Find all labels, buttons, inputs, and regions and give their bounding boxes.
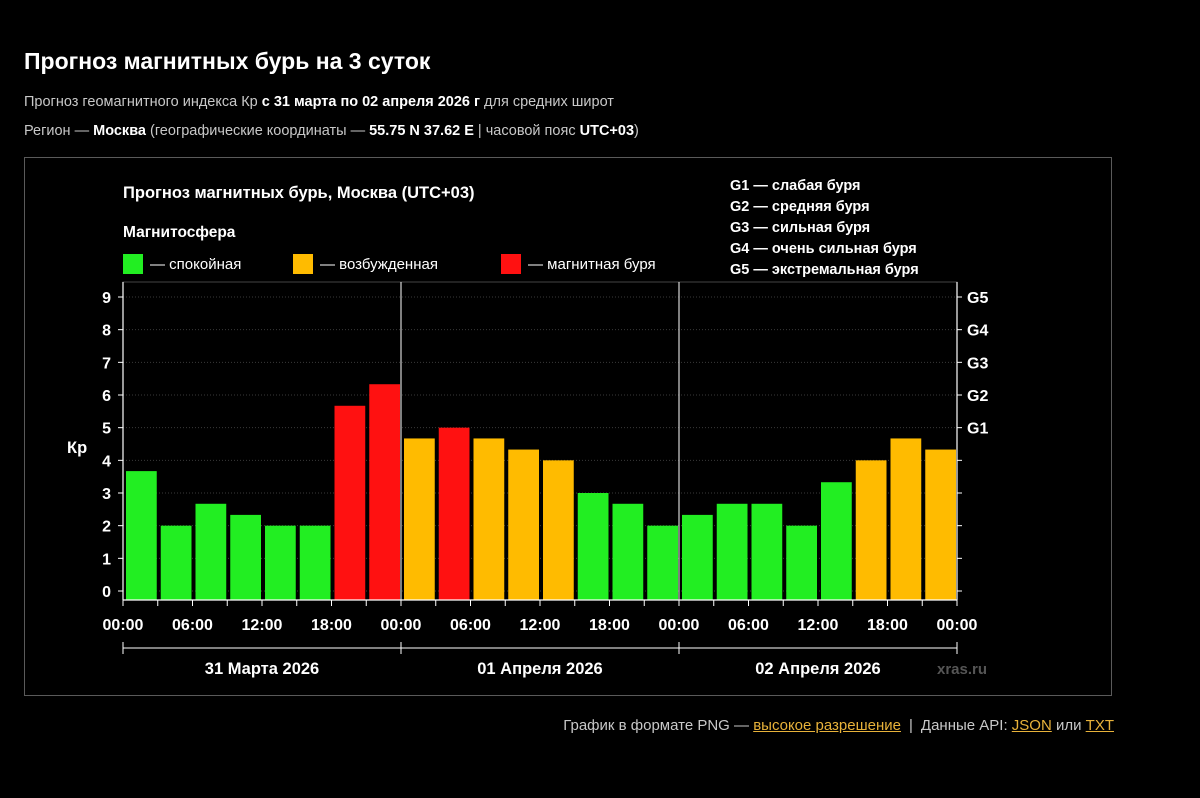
legend-label-0: — спокойная: [150, 256, 241, 273]
storm-level-5: G5 — экстремальная буря: [730, 262, 919, 278]
bar-1: [160, 525, 192, 600]
bar-15: [647, 525, 678, 600]
storm-level-2: G2 — средняя буря: [730, 199, 870, 215]
bar-9: [438, 427, 470, 600]
coords-prefix: (географические координаты —: [145, 123, 370, 139]
region-suffix: ): [634, 123, 639, 139]
bar-6: [334, 405, 366, 600]
x-tick-label-4: 00:00: [381, 617, 422, 634]
or-text: или: [1051, 717, 1086, 734]
storm-level-1: G1 — слабая буря: [730, 178, 861, 194]
bar-12: [543, 460, 574, 600]
bar-0: [126, 471, 157, 600]
x-tick-label-9: 06:00: [728, 617, 769, 634]
y-tick-label-0: 0: [102, 584, 111, 601]
bar-4: [265, 525, 296, 600]
y-tick-label-4: 4: [102, 453, 111, 470]
bar-14: [612, 503, 644, 600]
right-tick-G5: G5: [967, 290, 988, 307]
watermark: xras.ru: [937, 661, 987, 678]
bar-5: [299, 525, 331, 600]
x-tick-label-10: 12:00: [798, 617, 839, 634]
bar-16: [682, 514, 713, 600]
y-tick-label-6: 6: [102, 388, 111, 405]
forecast-subtitle: Прогноз геомагнитного индекса Кр с 31 ма…: [24, 94, 614, 110]
legend-swatch-0: [123, 254, 143, 274]
y-tick-label-3: 3: [102, 486, 111, 503]
date-range: с 31 марта по 02 апреля 2026 г: [261, 94, 481, 110]
json-link[interactable]: JSON: [1011, 717, 1052, 734]
legend-swatch-2: [501, 254, 521, 274]
chart-panel: Прогноз магнитных бурь, Москва (UTC+03) …: [24, 157, 1112, 696]
bar-11: [508, 449, 539, 600]
x-tick-label-8: 00:00: [659, 617, 700, 634]
right-tick-G1: G1: [967, 421, 988, 438]
bar-23: [925, 449, 956, 600]
png-text: График в формате PNG —: [563, 717, 754, 734]
bar-7: [369, 384, 400, 600]
subtitle-prefix: Прогноз геомагнитного индекса Кр: [24, 94, 262, 110]
bar-13: [577, 493, 609, 600]
legend-title: Магнитосфера: [123, 224, 236, 241]
bar-18: [751, 503, 783, 600]
kp-forecast-chart: Прогноз магнитных бурь, Москва (UTC+03) …: [67, 178, 988, 678]
bar-8: [404, 438, 435, 600]
legend-label-1: — возбужденная: [320, 256, 438, 273]
y-tick-label-2: 2: [102, 519, 111, 536]
y-axis-label: Кр: [67, 439, 87, 457]
bar-21: [855, 460, 887, 600]
api-text: Данные API:: [920, 717, 1012, 734]
storm-level-3: G3 — сильная буря: [730, 220, 870, 236]
right-tick-G2: G2: [967, 388, 988, 405]
bar-22: [890, 438, 922, 600]
x-tick-label-5: 06:00: [450, 617, 491, 634]
storm-level-4: G4 — очень сильная буря: [730, 241, 917, 257]
x-tick-label-3: 18:00: [311, 617, 352, 634]
x-tick-label-12: 00:00: [937, 617, 978, 634]
chart-axes: 0 1 2 3 4 5 6 7 8 9 G1 G2 G3 G4 G5 00:00 06:00 12:00 18:00…: [102, 282, 988, 678]
plot-area: [122, 281, 958, 601]
timezone-prefix: | часовой пояс: [473, 123, 580, 139]
x-tick-label-11: 18:00: [867, 617, 908, 634]
storm-level-legend: G1 — слабая буря G2 — средняя буря G3 — си…: [730, 178, 919, 278]
region-prefix: Регион —: [24, 123, 94, 139]
x-tick-label-6: 12:00: [520, 617, 561, 634]
txt-link[interactable]: TXT: [1085, 717, 1114, 734]
bar-3: [230, 514, 261, 600]
legend-label-2: — магнитная буря: [528, 256, 656, 273]
chart-grid: [122, 281, 958, 601]
high-res-link[interactable]: высокое разрешение: [753, 717, 901, 734]
x-tick-label-2: 12:00: [242, 617, 283, 634]
footer-separator: |: [909, 717, 913, 734]
bar-2: [195, 503, 227, 600]
legend: — спокойная — возбужденная — магнитная бур…: [123, 254, 656, 274]
region-name: Москва: [93, 123, 146, 139]
region-line: Регион — Москва (географические координа…: [24, 123, 639, 139]
right-tick-G3: G3: [967, 355, 988, 372]
page-title: Прогноз магнитных бурь на 3 суток: [24, 48, 431, 74]
subtitle-suffix: для средних широт: [480, 94, 614, 110]
chart-bars: [126, 384, 956, 600]
y-tick-label-5: 5: [102, 421, 111, 438]
x-tick-label-0: 00:00: [103, 617, 144, 634]
y-tick-label-1: 1: [102, 551, 111, 568]
coords-value: 55.75 N 37.62 E: [369, 123, 474, 139]
legend-swatch-1: [293, 254, 313, 274]
day-label-0: 31 Марта 2026: [205, 660, 319, 678]
footer: График в формате PNG — высокое разрешени…: [563, 717, 1114, 734]
right-tick-G4: G4: [967, 323, 988, 340]
bar-10: [473, 438, 505, 600]
chart-title: Прогноз магнитных бурь, Москва (UTC+03): [123, 184, 475, 202]
bar-20: [821, 482, 852, 600]
y-tick-label-7: 7: [102, 355, 111, 372]
x-tick-label-1: 06:00: [172, 617, 213, 634]
day-label-2: 02 Апреля 2026: [755, 660, 880, 678]
bar-19: [786, 525, 817, 600]
bar-17: [716, 503, 748, 600]
x-tick-label-7: 18:00: [589, 617, 630, 634]
y-tick-label-9: 9: [102, 290, 111, 307]
day-label-1: 01 Апреля 2026: [477, 660, 602, 678]
y-tick-label-8: 8: [102, 323, 111, 340]
timezone-value: UTC+03: [579, 123, 635, 139]
